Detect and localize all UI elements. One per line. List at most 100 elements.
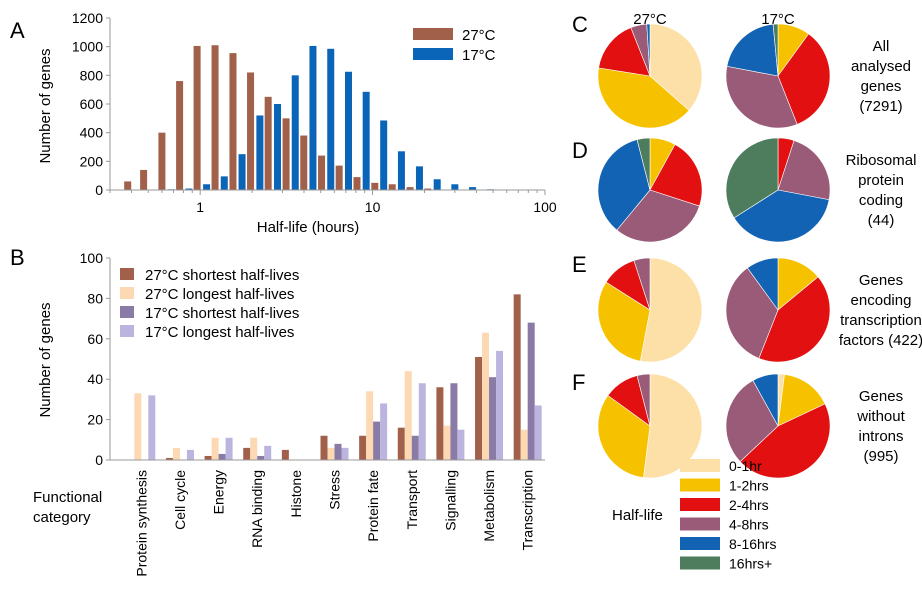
- panel-label-f: F: [572, 370, 585, 395]
- pie-27c-slice: [639, 257, 703, 363]
- pie-17c-slice: [726, 23, 779, 77]
- pie-legend-label: 16hrs+: [729, 556, 772, 572]
- category-tick-label: Signalling: [442, 470, 458, 531]
- category-bar: [186, 449, 194, 460]
- histogram-legend-swatch: [413, 28, 453, 40]
- category-bar: [489, 377, 497, 460]
- category-y-tick-label: 40: [87, 371, 103, 387]
- histogram-bar-17c: [362, 91, 370, 190]
- category-bar: [380, 403, 388, 460]
- pie-17c-slice: [725, 380, 779, 463]
- pie-row-label: analysed: [851, 58, 911, 75]
- panel-label-e: E: [572, 252, 587, 277]
- category-bar: [475, 356, 483, 460]
- category-tick-label: Transport: [404, 470, 420, 530]
- histogram-bar-17c: [344, 71, 352, 190]
- category-tick-label: Histone: [288, 470, 304, 518]
- histogram-y-tick-label: 400: [80, 125, 104, 141]
- histogram-bar-17c: [415, 166, 423, 190]
- category-bar: [527, 322, 535, 460]
- pie-17c-slice: [777, 374, 826, 427]
- histogram-bar-27c: [406, 187, 414, 190]
- pie-legend-label: 1-2hrs: [729, 478, 769, 494]
- pie-row-label: (44): [868, 212, 895, 229]
- category-tick-label: Protein synthesis: [133, 470, 149, 577]
- category-legend-swatch: [120, 268, 134, 280]
- histogram-bar-27c: [211, 45, 219, 190]
- pie-27c-slice: [649, 144, 703, 207]
- category-legend-label: 17°C longest half-lives: [145, 324, 294, 341]
- histogram-bar-27c: [264, 96, 272, 190]
- pie-legend-swatch: [680, 498, 720, 511]
- category-bar: [148, 395, 156, 460]
- category-bar: [327, 447, 335, 460]
- histogram-legend-label: 17°C: [462, 47, 496, 64]
- pie-17c-slice: [725, 267, 779, 359]
- pie-27c-slice: [633, 257, 651, 311]
- histogram-bar-27c: [424, 188, 432, 190]
- pie-27c-slice: [597, 67, 690, 129]
- category-x-label-line1: Functional: [33, 489, 102, 506]
- functional-category-chart: Number of genes Functional category Prot…: [33, 250, 545, 577]
- category-bar: [359, 435, 367, 460]
- category-bar: [450, 383, 458, 460]
- histogram-bar-17c: [433, 179, 441, 190]
- category-bar: [281, 449, 289, 460]
- category-y-tick-label: 60: [87, 331, 103, 347]
- pie-row-label: encoding: [851, 292, 912, 309]
- pie-27c-slice: [643, 373, 703, 479]
- pie-row-label: transcription: [840, 312, 922, 329]
- pie-17c-slice: [752, 373, 779, 427]
- category-bar: [520, 429, 528, 460]
- category-bar: [320, 435, 328, 460]
- histogram-bar-27c: [158, 132, 166, 190]
- category-y-tick-label: 80: [87, 290, 103, 306]
- histogram-bar-27c: [318, 155, 326, 190]
- pie-27c-slice: [597, 395, 651, 478]
- histogram-bar-17c: [185, 188, 193, 190]
- category-legend-label: 27°C shortest half-lives: [145, 267, 299, 284]
- pie-row-label: without: [856, 408, 905, 425]
- histogram-bar-17c: [451, 184, 459, 190]
- pie-legend-swatch: [680, 556, 720, 570]
- pie-27c-slice: [646, 23, 651, 77]
- pie-17c-slice: [758, 276, 831, 363]
- histogram-y-tick-label: 1200: [72, 10, 103, 26]
- category-bar: [264, 445, 272, 460]
- category-bar: [418, 383, 426, 460]
- category-tick-label: RNA binding: [249, 470, 265, 548]
- category-bar: [397, 427, 405, 460]
- histogram-bar-27c: [300, 135, 308, 190]
- category-tick-label: Transcription: [520, 470, 536, 550]
- pie-row-label: Genes: [859, 388, 903, 405]
- pie-legend-label: 4-8hrs: [729, 517, 769, 533]
- category-tick-label: Energy: [211, 470, 227, 514]
- pie-row-label: (995): [863, 448, 898, 465]
- pie-legend-label: 0-1hr: [729, 458, 762, 474]
- category-legend-swatch: [120, 287, 134, 299]
- histogram-bar-17c: [469, 187, 477, 190]
- histogram-y-tick-label: 0: [95, 182, 103, 198]
- pie-row-label: (7291): [859, 98, 902, 115]
- category-bar: [341, 447, 349, 460]
- pie-row-label: All: [873, 38, 890, 55]
- pie-row-label: coding: [859, 192, 903, 209]
- category-bar: [250, 437, 258, 460]
- category-bar: [257, 455, 265, 460]
- histogram-bar-27c: [140, 169, 148, 190]
- histogram-bar-27c: [193, 45, 201, 191]
- pie-27c-slice: [598, 27, 651, 77]
- category-legend-swatch: [120, 306, 134, 318]
- pie-17c-slice: [777, 33, 831, 125]
- histogram-legend-swatch: [413, 48, 453, 60]
- pie-row-label: Genes: [859, 272, 903, 289]
- histogram-bar-17c: [380, 120, 388, 190]
- category-tick-label: Protein fate: [365, 470, 381, 542]
- pie-row-label: protein: [858, 172, 904, 189]
- pie-17c-slice: [725, 65, 798, 129]
- histogram-bar-17c: [238, 154, 246, 190]
- category-x-label-line2: category: [33, 509, 91, 526]
- category-legend-label: 27°C longest half-lives: [145, 286, 294, 303]
- histogram-x-tick-label: 1: [196, 199, 204, 215]
- pie-row-label: genes: [861, 78, 902, 95]
